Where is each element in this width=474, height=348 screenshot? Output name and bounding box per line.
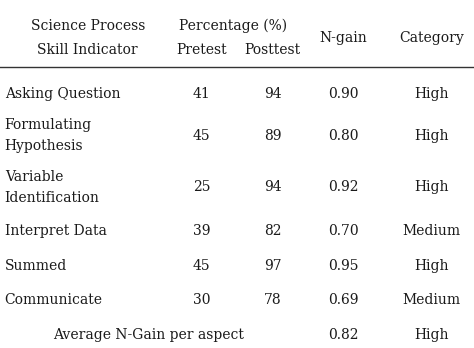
Text: Communicate: Communicate bbox=[5, 293, 103, 307]
Text: Interpret Data: Interpret Data bbox=[5, 224, 107, 238]
Text: Medium: Medium bbox=[402, 293, 460, 307]
Text: High: High bbox=[414, 180, 448, 194]
Text: 0.70: 0.70 bbox=[328, 224, 359, 238]
Text: High: High bbox=[414, 328, 448, 342]
Text: 78: 78 bbox=[264, 293, 282, 307]
Text: Category: Category bbox=[399, 31, 464, 45]
Text: 39: 39 bbox=[193, 224, 210, 238]
Text: Medium: Medium bbox=[402, 224, 460, 238]
Text: 41: 41 bbox=[192, 87, 210, 101]
Text: 45: 45 bbox=[192, 259, 210, 272]
Text: Percentage (%): Percentage (%) bbox=[179, 19, 288, 33]
Text: Average N-Gain per aspect: Average N-Gain per aspect bbox=[53, 328, 244, 342]
Text: 0.80: 0.80 bbox=[328, 129, 359, 143]
Text: 0.69: 0.69 bbox=[328, 293, 359, 307]
Text: Identification: Identification bbox=[5, 191, 100, 205]
Text: High: High bbox=[414, 259, 448, 272]
Text: 0.90: 0.90 bbox=[328, 87, 359, 101]
Text: High: High bbox=[414, 129, 448, 143]
Text: Skill Indicator: Skill Indicator bbox=[37, 44, 138, 57]
Text: Variable: Variable bbox=[5, 170, 63, 184]
Text: Formulating: Formulating bbox=[5, 118, 92, 132]
Text: Summed: Summed bbox=[5, 259, 67, 272]
Text: N-gain: N-gain bbox=[320, 31, 367, 45]
Text: 82: 82 bbox=[264, 224, 281, 238]
Text: High: High bbox=[414, 87, 448, 101]
Text: 89: 89 bbox=[264, 129, 281, 143]
Text: 0.95: 0.95 bbox=[328, 259, 359, 272]
Text: 94: 94 bbox=[264, 180, 282, 194]
Text: 94: 94 bbox=[264, 87, 282, 101]
Text: Pretest: Pretest bbox=[176, 44, 227, 57]
Text: 97: 97 bbox=[264, 259, 282, 272]
Text: 25: 25 bbox=[193, 180, 210, 194]
Text: Hypothesis: Hypothesis bbox=[5, 140, 83, 153]
Text: 45: 45 bbox=[192, 129, 210, 143]
Text: 0.82: 0.82 bbox=[328, 328, 359, 342]
Text: Posttest: Posttest bbox=[245, 44, 301, 57]
Text: Asking Question: Asking Question bbox=[5, 87, 120, 101]
Text: Science Process: Science Process bbox=[30, 19, 145, 33]
Text: 0.92: 0.92 bbox=[328, 180, 359, 194]
Text: 30: 30 bbox=[193, 293, 210, 307]
